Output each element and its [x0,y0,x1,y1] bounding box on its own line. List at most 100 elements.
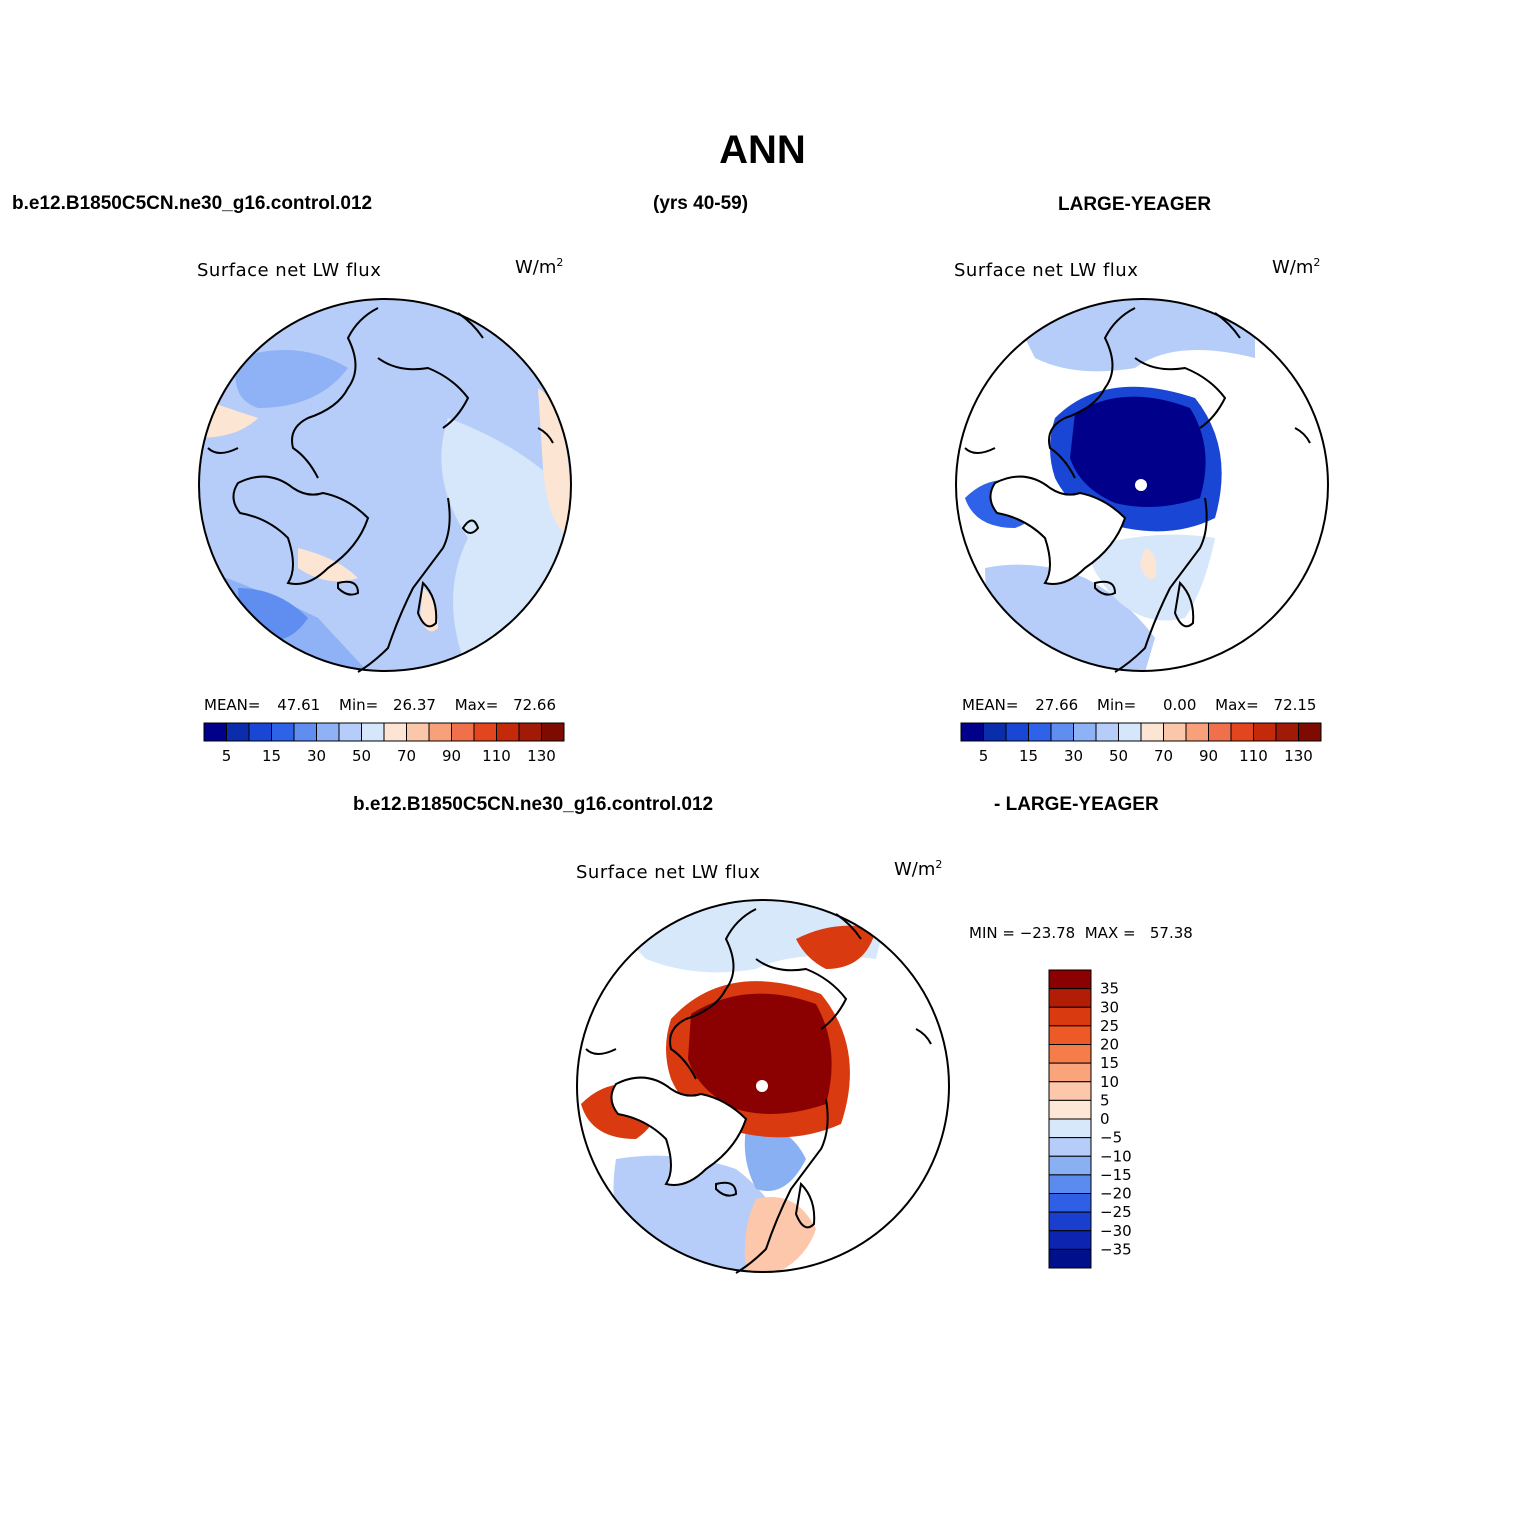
panel2-units-sup: 2 [1313,256,1321,269]
colorbar-swatch [1048,1230,1092,1250]
colorbar-swatch [1048,1193,1092,1213]
colorbar-swatch [1048,1155,1092,1176]
panel3-pole-marker [756,1080,768,1092]
colorbar-swatch [1185,722,1209,742]
colorbar-tick-label: 70 [397,747,416,765]
panel1-colorbar: 5 15 30 50 70 90 110 130 [203,722,565,765]
panel3-polar-map [576,899,950,1274]
panel1-units-base: W/m [515,257,557,278]
colorbar-tick-label: −20 [1100,1185,1132,1203]
panel2-units-base: W/m [1272,257,1314,278]
panel3-field-seaice-core [688,993,832,1114]
panel1-max-label: Max= [454,696,499,714]
colorbar-tick-label: 130 [1284,747,1313,765]
colorbar-swatch [1095,722,1119,742]
colorbar-tick-label: −5 [1100,1129,1122,1147]
colorbar-tick-label: 35 [1100,980,1119,998]
colorbar-tick-label: −15 [1100,1166,1132,1184]
colorbar-tick-label: 90 [1199,747,1218,765]
panel3-units: W/m2 [894,858,942,880]
colorbar-tick-label: 20 [1100,1036,1119,1054]
colorbar-swatch [1048,1081,1092,1101]
panel1-map-border [198,298,572,672]
colorbar-tick-label: 0 [1100,1110,1110,1128]
panel2-field-seaice-core [1070,396,1206,507]
colorbar-swatch [1048,1211,1092,1232]
colorbar-swatch [1298,722,1322,742]
colorbar-swatch [203,722,227,742]
colorbar-swatch [1140,722,1164,742]
colorbar-tick-label: −10 [1100,1147,1132,1165]
panel3-greenland [610,1076,748,1186]
panel3-title: Surface net LW flux [576,862,761,883]
obs-name-label: LARGE-YEAGER [1058,194,1212,215]
panel1-min-value: 26.37 [392,696,436,714]
panel2-title: Surface net LW flux [954,260,1139,281]
years-label: (yrs 40-59) [653,193,749,214]
colorbar-swatch [1230,722,1254,742]
colorbar-swatch [983,722,1007,742]
panel1-units-sup: 2 [556,256,564,269]
colorbar-tick-label: 30 [1064,747,1083,765]
colorbar-swatch [1005,722,1029,742]
colorbar-swatch [541,722,565,742]
colorbar-swatch [293,722,317,742]
colorbar-swatch [473,722,497,742]
panel2-pole-marker [1135,479,1147,491]
diff-case-name-label: b.e12.B1850C5CN.ne30_g16.control.012 [353,794,714,815]
colorbar-swatch [1048,1174,1092,1194]
colorbar-swatch [1048,969,1092,990]
panel2-max-label: Max= [1215,696,1259,714]
panel2-units: W/m2 [1272,256,1320,278]
colorbar-swatch [451,722,475,742]
colorbar-swatch [1048,1062,1092,1083]
colorbar-swatch [1163,722,1187,742]
colorbar-swatch [1028,722,1052,742]
colorbar-tick-label: 130 [527,747,556,765]
panel1-mean-value: 47.61 [277,696,321,714]
colorbar-swatch [1048,1025,1092,1045]
colorbar-swatch [226,722,250,742]
colorbar-tick-label: 50 [352,747,371,765]
panel1-field-warm-scand [420,588,438,632]
colorbar-tick-label: 90 [442,747,461,765]
colorbar-tick-label: 5 [222,747,232,765]
panel2-max-value: 72.15 [1273,696,1317,714]
colorbar-swatch [1048,1099,1092,1120]
colorbar-swatch [338,722,362,742]
colorbar-swatch [1048,1248,1092,1269]
panel3-coastlines [585,908,932,1274]
colorbar-tick-label: 5 [1100,1091,1110,1109]
colorbar-swatch [1048,988,1092,1008]
panel3-field-scand-warm [744,1197,816,1272]
colorbar-tick-label: 30 [1100,998,1119,1016]
panel2-field-warm-patch [1140,548,1157,579]
colorbar-tick-label: 15 [1019,747,1038,765]
panel1-polar-map [198,298,572,673]
panel3-units-sup: 2 [935,858,943,871]
panel3-field-atlantic-cold [744,1127,806,1191]
panel1-max-value: 72.66 [513,696,557,714]
colorbar-swatch [1048,1137,1092,1157]
colorbar-swatch [1048,1118,1092,1139]
page-title: ANN [719,128,806,172]
panel3-field-ne-warm [796,925,876,969]
colorbar-tick-label: 110 [1239,747,1268,765]
colorbar-swatch [1118,722,1142,742]
panel1-field-darker-nw [235,350,348,408]
panel2-map-border [955,298,1329,672]
panel2-mean-label: MEAN= [962,696,1019,714]
colorbar-swatch [1275,722,1299,742]
case-name-label: b.e12.B1850C5CN.ne30_g16.control.012 [12,193,373,214]
panel2-field-north-band [1015,299,1255,372]
colorbar-tick-label: 30 [307,747,326,765]
colorbar-swatch [1048,1006,1092,1027]
colorbar-tick-label: −30 [1100,1222,1132,1240]
colorbar-swatch [316,722,340,742]
colorbar-swatch [496,722,520,742]
panel2-mean-value: 27.66 [1035,696,1079,714]
panel1-min-label: Min= [339,696,379,714]
panel2-min-value: 0.00 [1162,696,1197,714]
panel1-stats: MEAN= 47.61 Min= 26.37 Max= 72.66 [204,696,556,714]
